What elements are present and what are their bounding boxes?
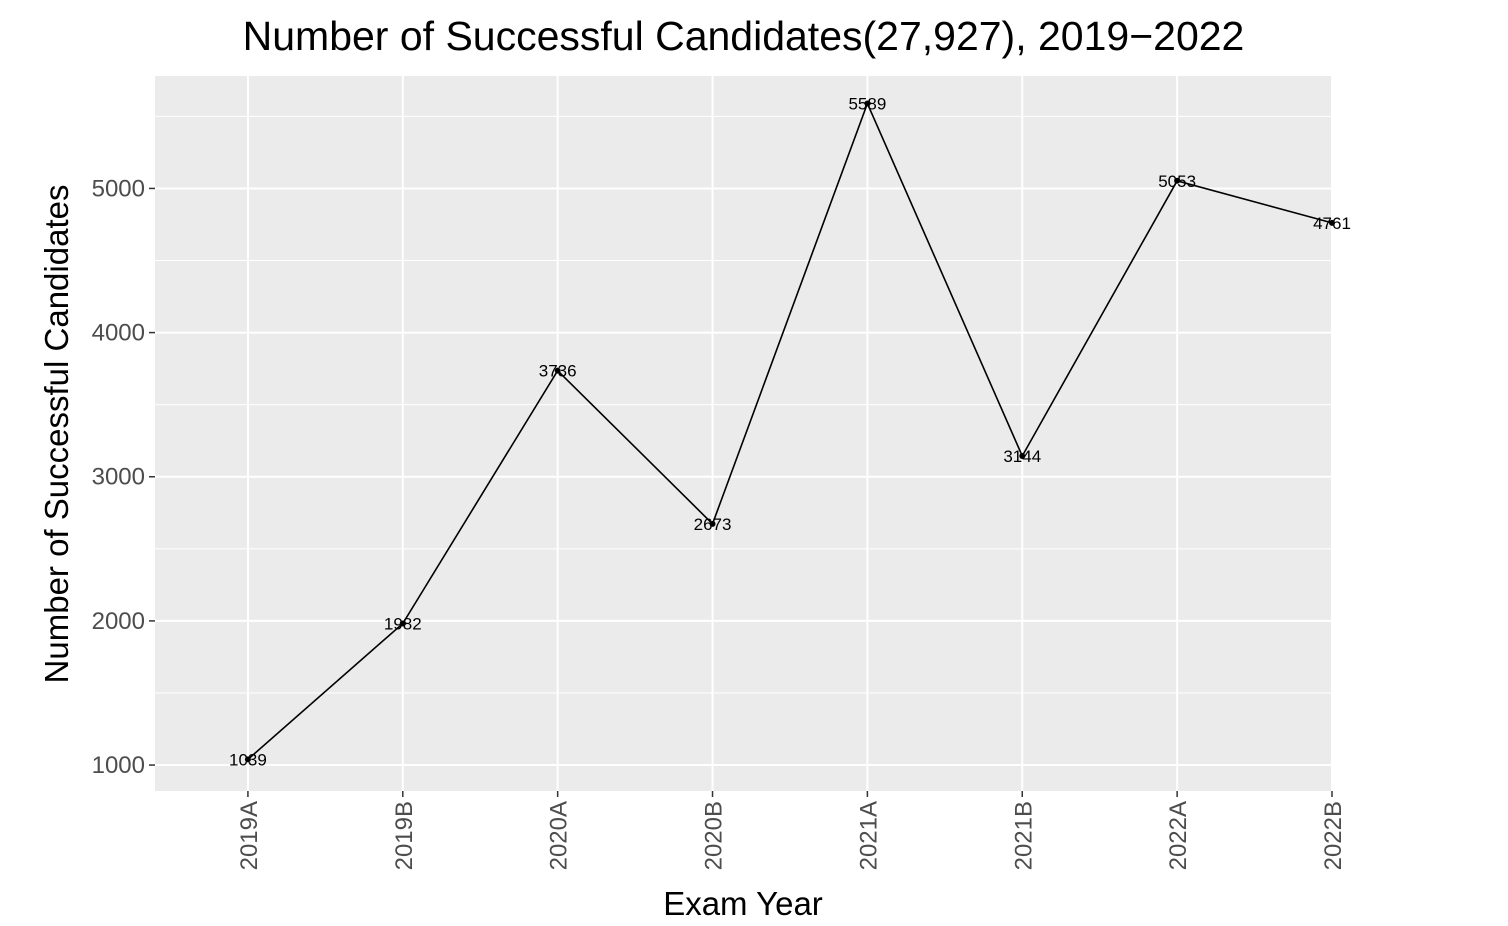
data-point xyxy=(399,620,406,627)
x-tick-label: 2021A xyxy=(855,801,882,870)
data-label: 2673 xyxy=(694,515,732,534)
y-tick-label: 1000 xyxy=(92,752,145,779)
chart-title: Number of Successful Candidates(27,927),… xyxy=(242,13,1245,59)
data-point xyxy=(1329,219,1335,226)
x-axis-ticks: 2019A 2019B 2020A 2020B 2021A 2021B 2022A 2022B xyxy=(236,791,1347,870)
data-point xyxy=(554,367,561,374)
y-axis-title: Number of Successful Candidates xyxy=(38,185,75,684)
y-tick-label: 4000 xyxy=(92,320,145,347)
data-point xyxy=(244,756,251,763)
x-tick-label: 2019A xyxy=(236,801,263,870)
y-tick-label: 3000 xyxy=(92,464,145,491)
x-tick-label: 2020B xyxy=(701,801,728,870)
major-gridlines xyxy=(155,76,1333,791)
data-label: 3736 xyxy=(539,362,577,381)
data-label: 1982 xyxy=(384,614,422,633)
series-layer xyxy=(244,100,1335,763)
data-point xyxy=(864,100,871,107)
x-axis-title: Exam Year xyxy=(663,885,823,922)
y-axis-ticks: 1000 2000 3000 4000 5000 xyxy=(92,175,155,779)
plot-panel xyxy=(155,76,1332,791)
x-tick-label: 2022A xyxy=(1165,801,1192,870)
data-label: 5589 xyxy=(848,95,886,114)
data-label: 3144 xyxy=(1003,447,1041,466)
x-tick-label: 2022B xyxy=(1320,801,1347,870)
x-tick-label: 2020A xyxy=(546,801,573,870)
data-label: 1039 xyxy=(229,750,267,769)
minor-gridlines xyxy=(155,115,1332,694)
data-labels: 1039 1982 3736 2673 5589 3144 5053 4761 xyxy=(229,95,1351,770)
x-tick-label: 2021B xyxy=(1010,801,1037,870)
y-tick-label: 5000 xyxy=(92,175,145,202)
y-tick-label: 2000 xyxy=(92,608,145,635)
data-point xyxy=(1174,177,1181,184)
data-label: 5053 xyxy=(1158,172,1196,191)
data-point xyxy=(709,520,716,527)
series-line xyxy=(247,101,1333,761)
x-tick-label: 2019B xyxy=(391,801,418,870)
data-point xyxy=(1019,452,1026,459)
data-label: 4761 xyxy=(1313,214,1351,233)
